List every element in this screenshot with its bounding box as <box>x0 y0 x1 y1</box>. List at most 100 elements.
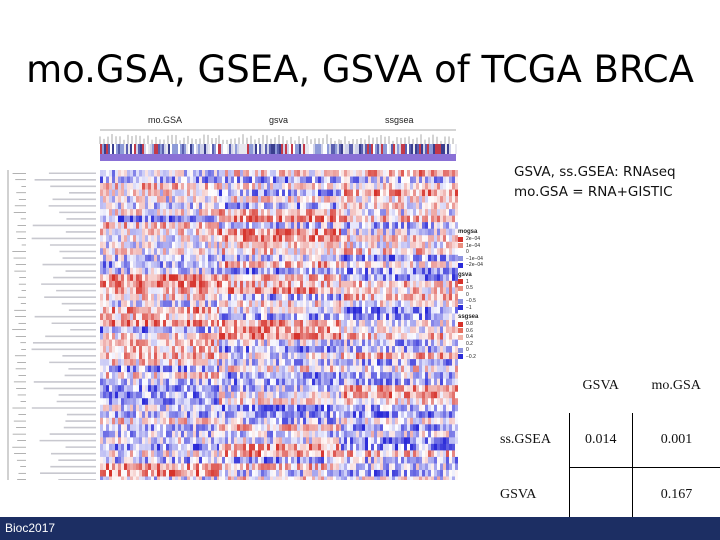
heatmap-cell <box>100 378 103 386</box>
heatmap-cell <box>282 183 285 190</box>
heatmap-cell <box>106 411 109 419</box>
heatmap-cell <box>249 411 252 419</box>
heatmap-cell <box>100 372 103 379</box>
heatmap-cell <box>187 333 190 340</box>
heatmap-cell <box>368 274 371 282</box>
heatmap-cell <box>160 333 163 340</box>
heatmap-cell <box>118 417 121 425</box>
heatmap-cell <box>276 261 279 269</box>
heatmap-cell <box>133 274 136 282</box>
heatmap-cell <box>312 274 315 282</box>
heatmap-cell <box>130 280 133 288</box>
heatmap-cell <box>249 313 252 321</box>
heatmap-cell <box>324 417 327 425</box>
heatmap-cell <box>294 430 297 438</box>
heatmap-cell <box>327 189 330 197</box>
heatmap-cell <box>145 359 148 366</box>
heatmap-cell <box>136 463 139 471</box>
heatmap-cell <box>356 189 359 197</box>
heatmap-cell <box>214 183 217 190</box>
heatmap-cell <box>285 359 288 366</box>
heatmap-cell <box>344 235 347 243</box>
heatmap-cell <box>267 417 270 425</box>
heatmap-cell <box>246 176 249 184</box>
heatmap-cell <box>121 248 124 256</box>
heatmap-cell <box>154 293 157 301</box>
heatmap-cell <box>312 359 315 366</box>
heatmap-cell <box>273 424 276 432</box>
heatmap-cell <box>231 228 234 236</box>
annotation-bar-cell <box>421 144 423 154</box>
heatmap-cell <box>309 306 312 314</box>
heatmap-cell <box>231 189 234 197</box>
heatmap-cell <box>214 365 217 373</box>
heatmap-cell <box>416 254 419 262</box>
heatmap-cell <box>309 313 312 321</box>
heatmap-cell <box>312 385 315 393</box>
heatmap-cell <box>389 248 392 256</box>
heatmap-cell <box>151 411 154 419</box>
heatmap-cell <box>341 176 344 184</box>
heatmap-cell <box>115 378 118 386</box>
heatmap-cell <box>270 450 273 458</box>
heatmap-cell <box>100 319 103 327</box>
annotation-bar-cell <box>327 144 329 154</box>
heatmap-cell <box>321 235 324 243</box>
heatmap-cell <box>202 280 205 288</box>
heatmap-cell <box>172 202 175 210</box>
heatmap-cell <box>303 333 306 340</box>
heatmap-cell <box>443 209 446 216</box>
heatmap-cell <box>178 319 181 327</box>
heatmap-cell <box>294 450 297 458</box>
heatmap-cell <box>172 319 175 327</box>
heatmap-cell <box>217 476 220 480</box>
annotation-bar-cell <box>341 144 343 154</box>
heatmap-cell <box>324 430 327 438</box>
heatmap-cell <box>303 261 306 269</box>
heatmap-cell <box>267 222 270 229</box>
heatmap-cell <box>211 274 214 282</box>
heatmap-cell <box>315 411 318 419</box>
heatmap-cell <box>425 209 428 216</box>
heatmap-cell <box>106 339 109 347</box>
heatmap-cell <box>252 404 255 412</box>
heatmap-cell <box>151 437 154 445</box>
heatmap-cell <box>237 437 240 445</box>
heatmap-cell <box>261 293 264 301</box>
heatmap-cell <box>181 215 184 223</box>
heatmap-cell <box>362 280 365 288</box>
heatmap-cell <box>118 372 121 379</box>
heatmap-cell <box>136 450 139 458</box>
heatmap-cell <box>190 313 193 321</box>
heatmap-cell <box>330 248 333 256</box>
heatmap-cell <box>398 183 401 190</box>
heatmap-cell <box>118 469 121 477</box>
annotation-bar-cell <box>377 144 379 154</box>
heatmap-cell <box>142 359 145 366</box>
heatmap-cell <box>151 417 154 425</box>
heatmap-cell <box>187 209 190 216</box>
heatmap-cell <box>413 215 416 223</box>
heatmap-cell <box>103 274 106 282</box>
heatmap-cell <box>333 378 336 386</box>
heatmap-cell <box>211 228 214 236</box>
heatmap-cell <box>228 215 231 223</box>
heatmap-cell <box>276 372 279 379</box>
heatmap-cell <box>425 241 428 249</box>
heatmap-cell <box>154 365 157 373</box>
heatmap-cell <box>339 456 342 464</box>
heatmap-cell <box>166 476 169 480</box>
heatmap-cell <box>291 293 294 301</box>
heatmap-cell <box>121 287 124 295</box>
heatmap-cell <box>208 378 211 386</box>
heatmap-cell <box>330 228 333 236</box>
heatmap-cell <box>282 300 285 308</box>
heatmap-cell <box>339 267 342 275</box>
annotation-bar-cell <box>188 144 190 154</box>
heatmap-cell <box>303 241 306 249</box>
heatmap-cell <box>234 339 237 347</box>
heatmap-cell <box>410 293 413 301</box>
heatmap-cell <box>145 215 148 223</box>
heatmap-cell <box>109 300 112 308</box>
heatmap-cell <box>446 202 449 210</box>
